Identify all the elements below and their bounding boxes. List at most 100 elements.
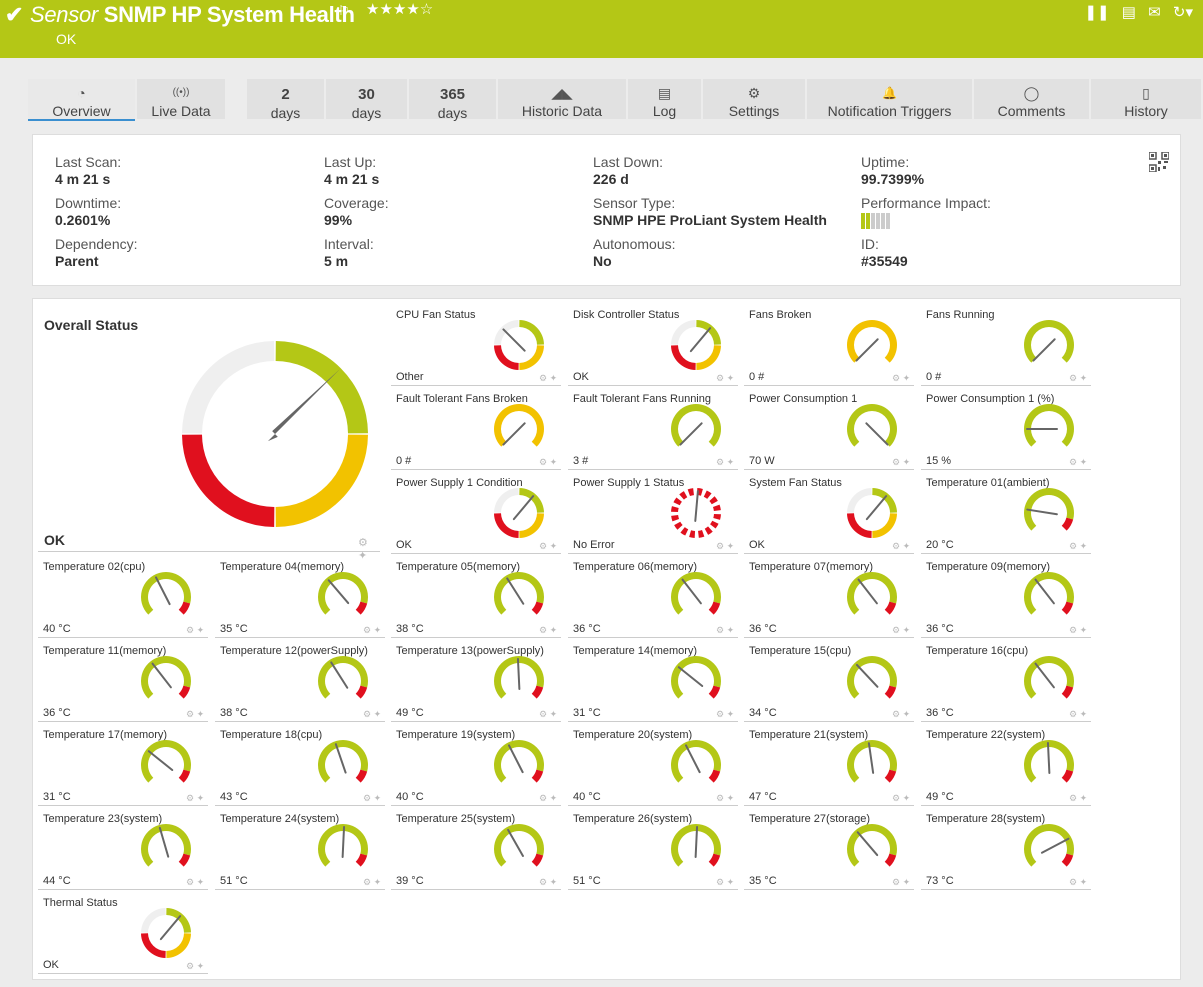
gauge-power-consumption-1[interactable]: Power Consumption 1 70 W ⚙ ✦	[744, 387, 914, 470]
gauge-settings-icon[interactable]: ⚙ ✦	[892, 625, 911, 635]
priority-stars[interactable]: ★★★★☆	[366, 1, 434, 18]
tab-2-days[interactable]: 2 days	[247, 79, 324, 121]
gauge-settings-icon[interactable]: ⚙ ✦	[716, 541, 735, 551]
gauge-settings-icon[interactable]: ⚙ ✦	[186, 709, 205, 719]
gauge-temperature-14-memory[interactable]: Temperature 14(memory) 31 °C ⚙ ✦	[568, 639, 738, 722]
gauge-settings-icon[interactable]: ⚙ ✦	[539, 457, 558, 467]
tab-log[interactable]: ▤ Log	[628, 79, 701, 119]
tab-history[interactable]: ▯ History	[1091, 79, 1201, 119]
gauge-needle	[865, 495, 888, 521]
gauge-settings-icon[interactable]: ⚙ ✦	[539, 709, 558, 719]
gauge-cpu-fan-status[interactable]: CPU Fan Status Other ⚙ ✦	[391, 303, 561, 386]
gauge-temperature-21-system[interactable]: Temperature 21(system) 47 °C ⚙ ✦	[744, 723, 914, 806]
gauge-temperature-24-system[interactable]: Temperature 24(system) 51 °C ⚙ ✦	[215, 807, 385, 890]
gauge-temperature-25-system[interactable]: Temperature 25(system) 39 °C ⚙ ✦	[391, 807, 561, 890]
gauge-settings-icon[interactable]: ⚙ ✦	[1069, 877, 1088, 887]
gauge-temperature-20-system[interactable]: Temperature 20(system) 40 °C ⚙ ✦	[568, 723, 738, 806]
gauge-temperature-13-powersupply[interactable]: Temperature 13(powerSupply) 49 °C ⚙ ✦	[391, 639, 561, 722]
gauge-settings-icon[interactable]: ⚙ ✦	[716, 625, 735, 635]
tab-live-data[interactable]: ((•)) Live Data	[137, 79, 225, 119]
gauge-system-fan-status[interactable]: System Fan Status OK ⚙ ✦	[744, 471, 914, 554]
tab-365-days[interactable]: 365 days	[409, 79, 496, 121]
gauge-settings-icon[interactable]: ⚙ ✦	[716, 793, 735, 803]
overview-icon: ◔	[77, 85, 86, 101]
gauge-temperature-17-memory[interactable]: Temperature 17(memory) 31 °C ⚙ ✦	[38, 723, 208, 806]
gauge-temperature-04-memory[interactable]: Temperature 04(memory) 35 °C ⚙ ✦	[215, 555, 385, 638]
gauge-fans-running[interactable]: Fans Running 0 # ⚙ ✦	[921, 303, 1091, 386]
gauge-settings-icon[interactable]: ⚙ ✦	[1069, 541, 1088, 551]
gauge-settings-icon[interactable]: ⚙ ✦	[539, 793, 558, 803]
gauge-settings-icon[interactable]: ⚙ ✦	[892, 457, 911, 467]
gauge-temperature-27-storage[interactable]: Temperature 27(storage) 35 °C ⚙ ✦	[744, 807, 914, 890]
gauge-power-consumption-1[interactable]: Power Consumption 1 (%) 15 % ⚙ ✦	[921, 387, 1091, 470]
downtime-value: 0.2601%	[55, 212, 111, 228]
gauge-power-supply-1-status[interactable]: Power Supply 1 Status No Error ⚙ ✦	[568, 471, 738, 554]
gauge-temperature-07-memory[interactable]: Temperature 07(memory) 36 °C ⚙ ✦	[744, 555, 914, 638]
tab-30-days[interactable]: 30 days	[326, 79, 407, 121]
gauge-temperature-26-system[interactable]: Temperature 26(system) 51 °C ⚙ ✦	[568, 807, 738, 890]
gauge-settings-icon[interactable]: ⚙ ✦	[186, 625, 205, 635]
gauge-settings-icon[interactable]: ⚙ ✦	[716, 709, 735, 719]
gauge-temperature-06-memory[interactable]: Temperature 06(memory) 36 °C ⚙ ✦	[568, 555, 738, 638]
gauge-temperature-05-memory[interactable]: Temperature 05(memory) 38 °C ⚙ ✦	[391, 555, 561, 638]
mail-icon[interactable]: ✉	[1148, 4, 1161, 21]
gauge-fault-tolerant-fans-running[interactable]: Fault Tolerant Fans Running 3 # ⚙ ✦	[568, 387, 738, 470]
gauge-settings-icon[interactable]: ⚙ ✦	[363, 709, 382, 719]
gauge-settings-icon[interactable]: ⚙ ✦	[716, 877, 735, 887]
gauge-settings-icon[interactable]: ⚙ ✦	[1069, 457, 1088, 467]
gauge-settings-icon[interactable]: ⚙ ✦	[1069, 709, 1088, 719]
gauge-temperature-12-powersupply[interactable]: Temperature 12(powerSupply) 38 °C ⚙ ✦	[215, 639, 385, 722]
gauge-settings-icon[interactable]: ⚙ ✦	[716, 457, 735, 467]
gauge-settings-icon[interactable]: ⚙ ✦	[892, 541, 911, 551]
gauge-temperature-19-system[interactable]: Temperature 19(system) 40 °C ⚙ ✦	[391, 723, 561, 806]
gauge-temperature-15-cpu[interactable]: Temperature 15(cpu) 34 °C ⚙ ✦	[744, 639, 914, 722]
gauge-temperature-16-cpu[interactable]: Temperature 16(cpu) 36 °C ⚙ ✦	[921, 639, 1091, 722]
overall-status-gauge[interactable]: Overall Status OK ⚙ ✦	[38, 303, 380, 562]
dependency-value[interactable]: Parent	[55, 253, 99, 269]
gauge-settings-icon[interactable]: ⚙ ✦	[363, 793, 382, 803]
tab-settings[interactable]: ⚙ Settings	[703, 79, 805, 119]
gauge-settings-icon[interactable]: ⚙ ✦	[539, 625, 558, 635]
gauge-temperature-23-system[interactable]: Temperature 23(system) 44 °C ⚙ ✦	[38, 807, 208, 890]
gauge-settings-icon[interactable]: ⚙ ✦	[363, 877, 382, 887]
tab-overview[interactable]: ◔ Overview	[28, 79, 135, 121]
pause-icon[interactable]: ❚❚	[1084, 4, 1110, 21]
gauge-name: Temperature 25(system)	[396, 813, 516, 825]
gauge-fans-broken[interactable]: Fans Broken 0 # ⚙ ✦	[744, 303, 914, 386]
tab-notification-triggers[interactable]: 🔔 Notification Triggers	[807, 79, 972, 119]
gauge-thermal-status[interactable]: Thermal Status OK ⚙ ✦	[38, 891, 208, 974]
gauge-settings-icon[interactable]: ⚙ ✦	[1069, 373, 1088, 383]
gauge-settings-icon[interactable]: ⚙ ✦	[539, 877, 558, 887]
gauge-temperature-18-cpu[interactable]: Temperature 18(cpu) 43 °C ⚙ ✦	[215, 723, 385, 806]
gauge-settings-icon[interactable]: ⚙ ✦	[358, 537, 368, 562]
gauge-fault-tolerant-fans-broken[interactable]: Fault Tolerant Fans Broken 0 # ⚙ ✦	[391, 387, 561, 470]
gauge-disk-controller-status[interactable]: Disk Controller Status OK ⚙ ✦	[568, 303, 738, 386]
gauge-settings-icon[interactable]: ⚙ ✦	[892, 373, 911, 383]
gauge-temperature-28-system[interactable]: Temperature 28(system) 73 °C ⚙ ✦	[921, 807, 1091, 890]
gauge-settings-icon[interactable]: ⚙ ✦	[539, 541, 558, 551]
report-icon[interactable]: ▤	[1121, 4, 1136, 21]
refresh-icon[interactable]: ↻▾	[1172, 4, 1193, 21]
gauge-settings-icon[interactable]: ⚙ ✦	[1069, 625, 1088, 635]
gauge-settings-icon[interactable]: ⚙ ✦	[716, 373, 735, 383]
gauge-settings-icon[interactable]: ⚙ ✦	[186, 877, 205, 887]
gauge-settings-icon[interactable]: ⚙ ✦	[186, 961, 205, 971]
gauge-settings-icon[interactable]: ⚙ ✦	[892, 709, 911, 719]
gauge-value: 36 °C	[43, 707, 71, 719]
tab-historic-data[interactable]: ◢◣ Historic Data	[498, 79, 626, 119]
gauge-settings-icon[interactable]: ⚙ ✦	[539, 373, 558, 383]
gauge-settings-icon[interactable]: ⚙ ✦	[1069, 793, 1088, 803]
gauge-settings-icon[interactable]: ⚙ ✦	[892, 793, 911, 803]
gauge-settings-icon[interactable]: ⚙ ✦	[186, 793, 205, 803]
gauge-settings-icon[interactable]: ⚙ ✦	[363, 625, 382, 635]
gauge-temperature-01-ambient[interactable]: Temperature 01(ambient) 20 °C ⚙ ✦	[921, 471, 1091, 554]
gauge-settings-icon[interactable]: ⚙ ✦	[892, 877, 911, 887]
gauge-temperature-02-cpu[interactable]: Temperature 02(cpu) 40 °C ⚙ ✦	[38, 555, 208, 638]
tab-comments[interactable]: ◯ Comments	[974, 79, 1089, 119]
gauge-temperature-09-memory[interactable]: Temperature 09(memory) 36 °C ⚙ ✦	[921, 555, 1091, 638]
gauge-temperature-11-memory[interactable]: Temperature 11(memory) 36 °C ⚙ ✦	[38, 639, 208, 722]
qr-code-icon[interactable]	[1149, 152, 1169, 172]
gauge-power-supply-1-condition[interactable]: Power Supply 1 Condition OK ⚙ ✦	[391, 471, 561, 554]
flag-icon[interactable]: ⚐	[338, 3, 350, 18]
gauge-temperature-22-system[interactable]: Temperature 22(system) 49 °C ⚙ ✦	[921, 723, 1091, 806]
